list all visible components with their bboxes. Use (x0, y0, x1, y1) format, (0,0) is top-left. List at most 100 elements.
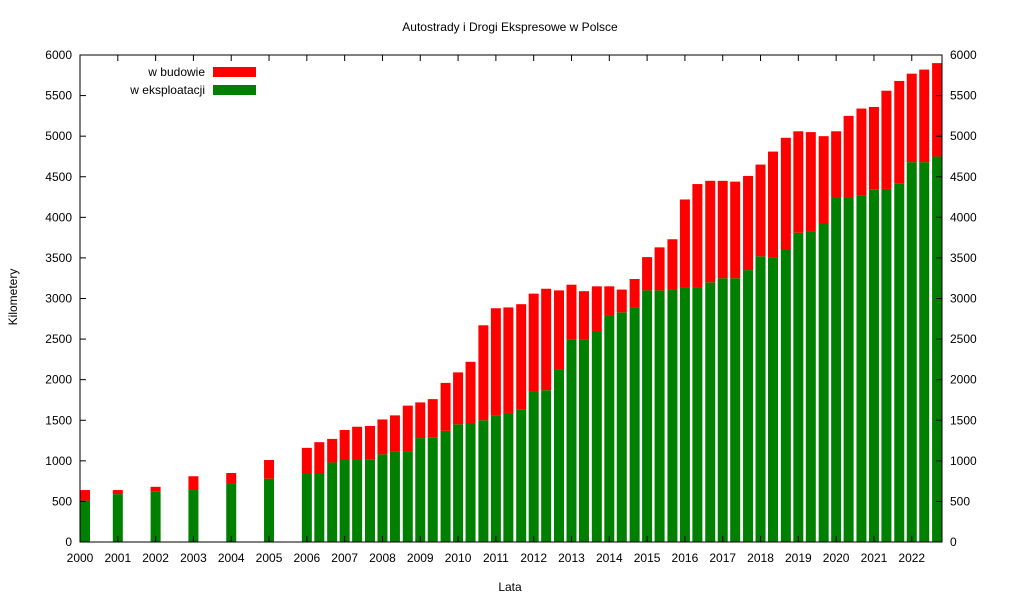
bar-under-construction (730, 181, 741, 279)
x-tick-label: 2001 (104, 551, 131, 565)
bar-under-construction (919, 69, 930, 163)
bar-in-operation (856, 195, 867, 542)
x-tick-label: 2020 (823, 551, 850, 565)
bar-in-operation (503, 412, 514, 542)
bar-under-construction (654, 247, 665, 291)
bar-in-operation (327, 462, 338, 542)
bar-in-operation (80, 500, 90, 542)
bar-under-construction (578, 291, 589, 340)
bar-under-construction (352, 426, 363, 461)
bar-under-construction (604, 286, 615, 316)
bar-under-construction (554, 290, 565, 370)
x-tick-label: 2004 (218, 551, 245, 565)
bar-in-operation (768, 257, 779, 542)
bar-in-operation (490, 415, 501, 542)
y-tick-label-right: 2000 (950, 373, 977, 387)
y-tick-label-right: 2500 (950, 332, 977, 346)
y-tick-label-right: 5500 (950, 89, 977, 103)
y-tick-label-right: 0 (950, 535, 957, 549)
bar-under-construction (818, 136, 829, 224)
bar-in-operation (364, 459, 375, 542)
y-tick-label: 1500 (45, 413, 72, 427)
bar-under-construction (402, 405, 413, 452)
bar-in-operation (541, 390, 552, 542)
bar-in-operation (578, 339, 589, 542)
bar-under-construction (755, 164, 766, 257)
bar-under-construction (868, 106, 879, 190)
y-tick-label: 6000 (45, 48, 72, 62)
bar-under-construction (541, 288, 552, 391)
bar-in-operation (566, 339, 577, 542)
bar-under-construction (112, 490, 123, 495)
bar-in-operation (654, 290, 665, 542)
x-tick-label: 2006 (293, 551, 320, 565)
bar-under-construction (894, 80, 905, 184)
y-tick-label-right: 6000 (950, 48, 977, 62)
bar-under-construction (478, 325, 489, 421)
bar-under-construction (856, 108, 867, 196)
bar-in-operation (301, 473, 312, 542)
bar-in-operation (805, 231, 816, 542)
bar-under-construction (768, 151, 779, 258)
bar-under-construction (415, 402, 426, 439)
bar-in-operation (377, 454, 388, 542)
y-tick-label: 4000 (45, 210, 72, 224)
bar-in-operation (793, 232, 804, 542)
bar-in-operation (629, 307, 640, 542)
bar-under-construction (591, 286, 602, 331)
bar-under-construction (377, 419, 388, 455)
bar-in-operation (389, 451, 400, 542)
bar-in-operation (894, 183, 905, 542)
bar-in-operation (818, 223, 829, 542)
bar-in-operation (352, 460, 363, 542)
bar-in-operation (906, 162, 917, 542)
bar-under-construction (339, 429, 350, 461)
y-tick-label-right: 500 (950, 494, 970, 508)
y-tick-label: 4500 (45, 170, 72, 184)
bar-in-operation (667, 289, 678, 542)
x-tick-label: 2002 (142, 551, 169, 565)
x-tick-label: 2010 (445, 551, 472, 565)
legend-swatch (213, 85, 256, 95)
y-tick-label: 2500 (45, 332, 72, 346)
y-tick-label: 0 (65, 535, 72, 549)
x-tick-label: 2000 (67, 551, 94, 565)
bar-in-operation (112, 494, 123, 542)
y-tick-label: 3500 (45, 251, 72, 265)
bar-in-operation (743, 270, 754, 542)
bar-in-operation (717, 278, 728, 542)
y-tick-label: 1000 (45, 454, 72, 468)
bar-under-construction (490, 308, 501, 416)
bar-in-operation (730, 278, 741, 542)
bar-under-construction (743, 175, 754, 271)
bar-in-operation (465, 423, 476, 542)
x-tick-label: 2016 (672, 551, 699, 565)
bar-in-operation (692, 287, 703, 542)
x-tick-label: 2007 (331, 551, 358, 565)
bar-under-construction (692, 184, 703, 288)
y-tick-label-right: 4000 (950, 210, 977, 224)
bar-in-operation (705, 282, 716, 542)
bar-in-operation (339, 460, 350, 542)
bar-under-construction (793, 131, 804, 233)
y-tick-label: 2000 (45, 373, 72, 387)
x-tick-label: 2017 (709, 551, 736, 565)
bar-in-operation (528, 391, 539, 542)
y-tick-label: 3000 (45, 292, 72, 306)
bar-under-construction (679, 199, 690, 288)
y-tick-label: 5500 (45, 89, 72, 103)
bar-under-construction (440, 382, 451, 431)
bar-in-operation (642, 290, 653, 542)
bar-in-operation (453, 424, 464, 542)
bar-in-operation (150, 491, 161, 542)
chart-title: Autostrady i Drogi Ekspresowe w Polsce (402, 20, 618, 34)
bar-under-construction (705, 180, 716, 283)
bar-under-construction (503, 307, 514, 413)
bar-in-operation (843, 197, 854, 542)
bar-under-construction (780, 137, 791, 249)
x-tick-label: 2019 (785, 551, 812, 565)
bar-in-operation (780, 248, 791, 542)
bar-under-construction (150, 486, 161, 492)
bar-in-operation (831, 197, 842, 542)
